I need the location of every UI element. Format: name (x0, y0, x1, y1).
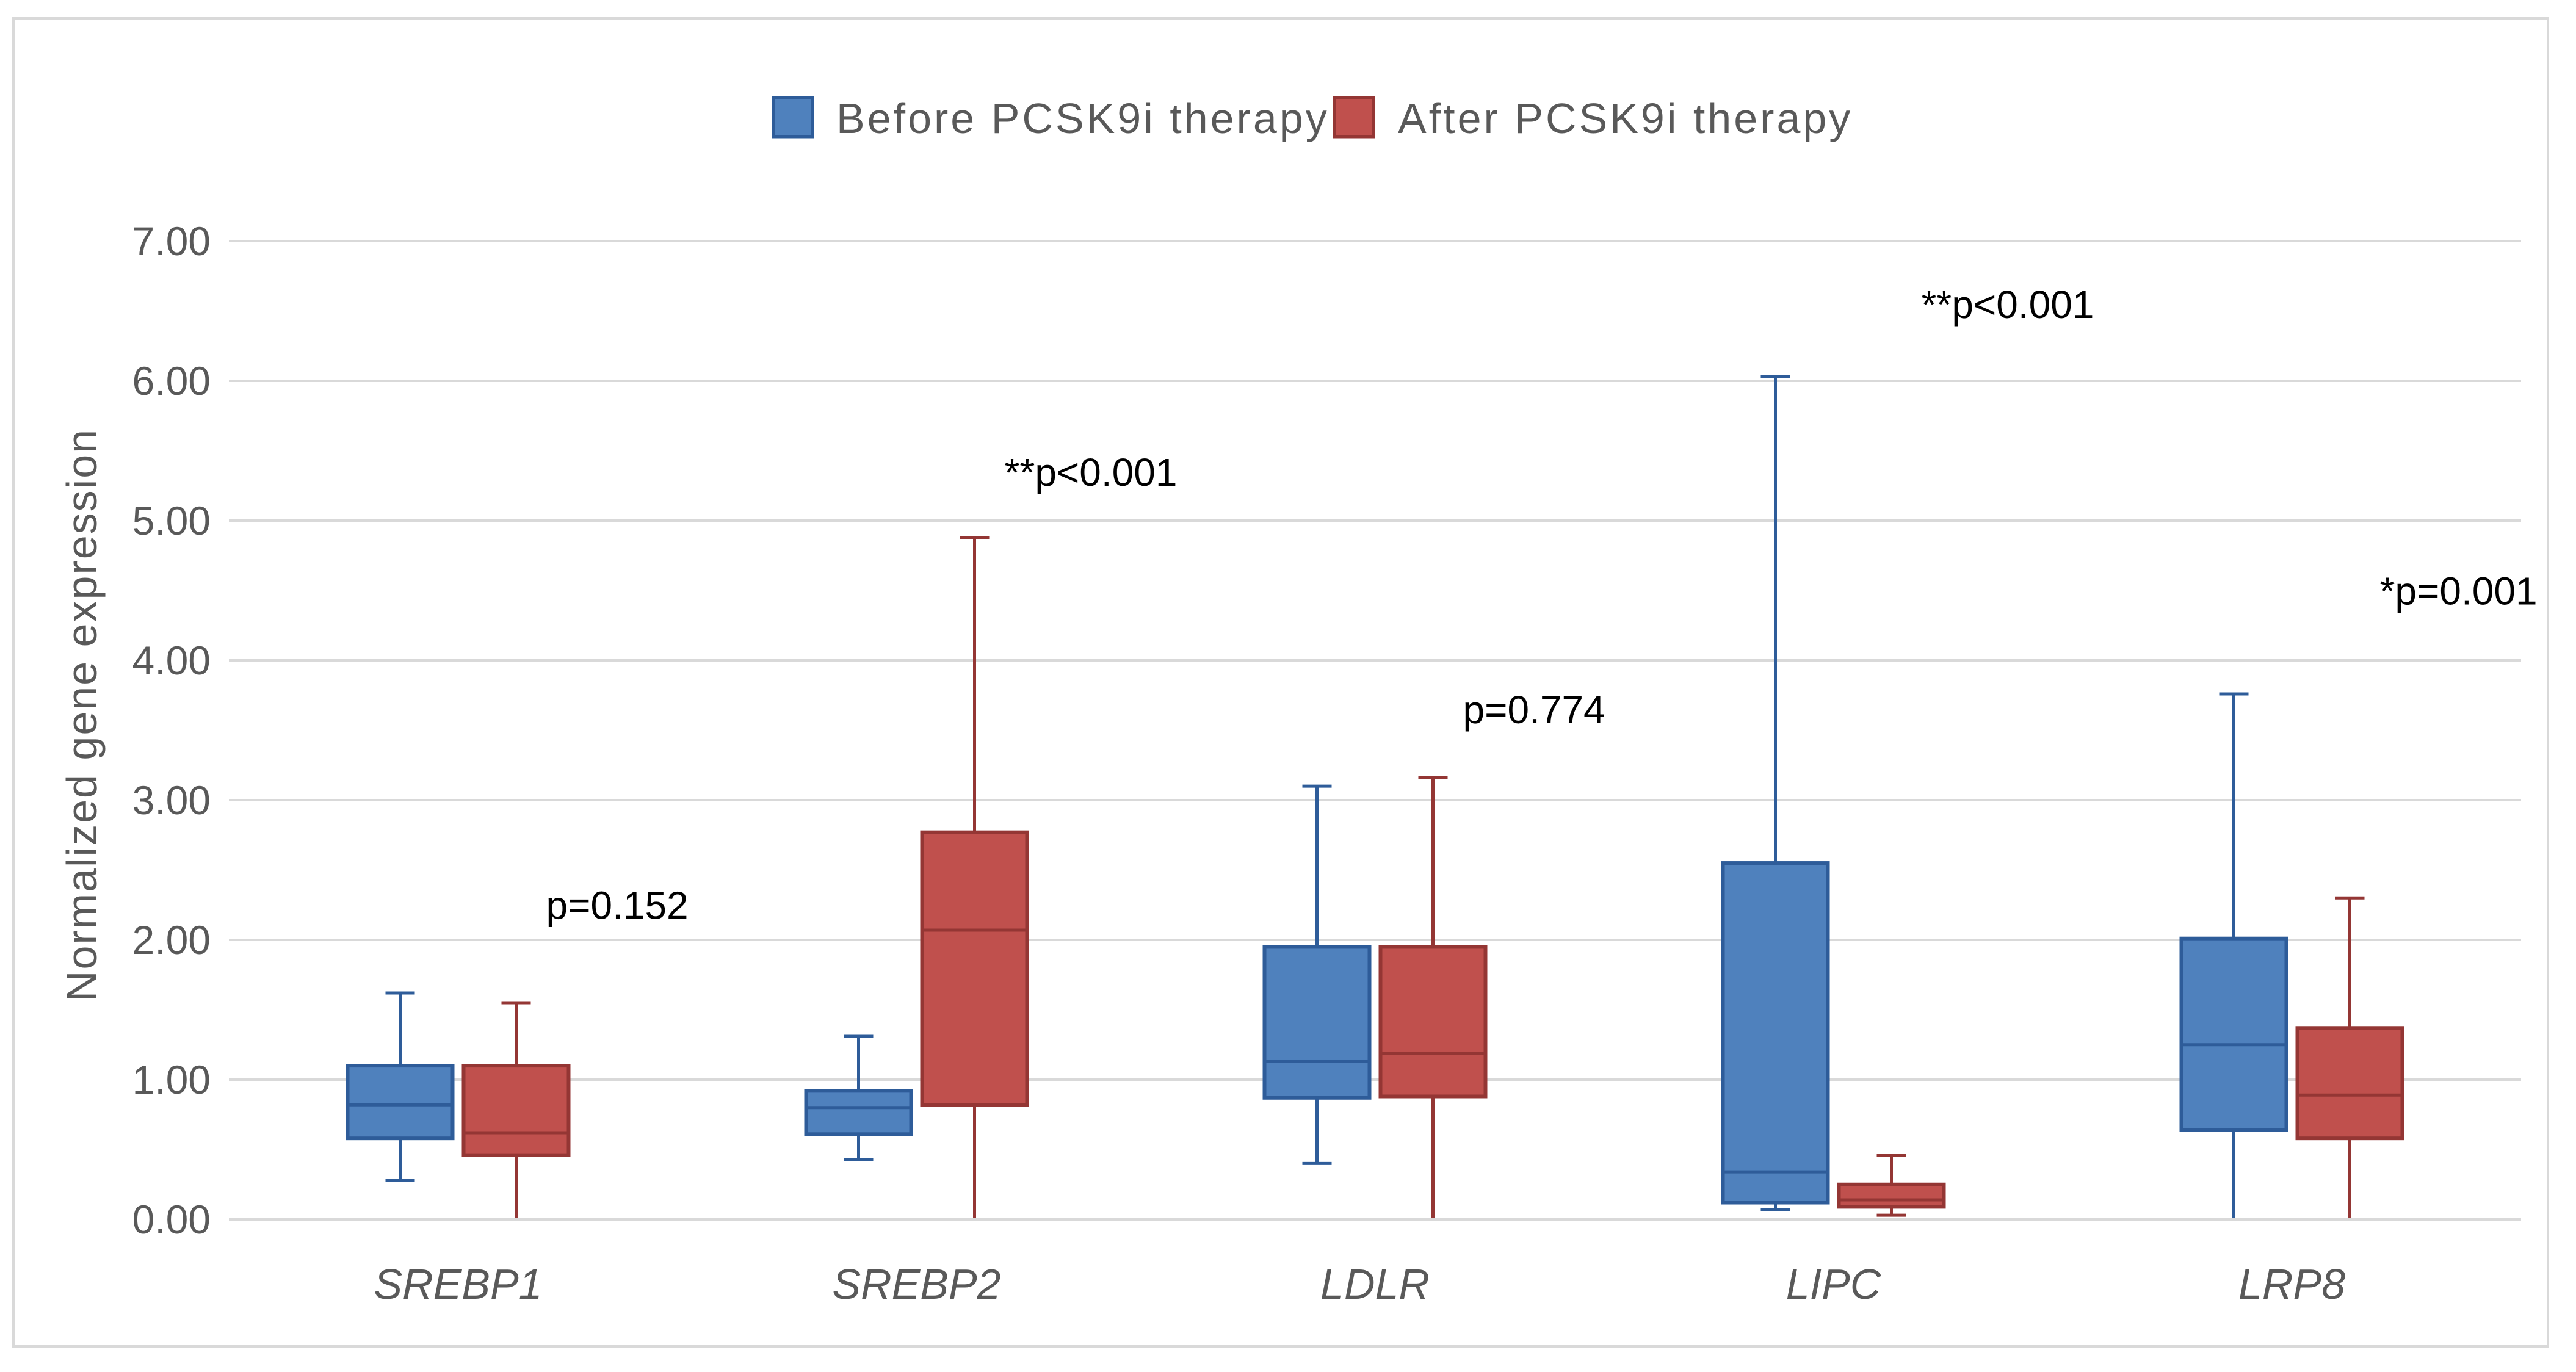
legend-label-before: Before PCSK9i therapy (836, 95, 1330, 142)
box-iqr (1721, 861, 1830, 1205)
box-iqr (461, 1064, 571, 1157)
y-axis-title: Normalized gene expression (58, 428, 106, 1002)
box-before-srebp2 (804, 1034, 913, 1161)
x-category-label: LIPC (1786, 1260, 1881, 1308)
x-category-label: LRP8 (2238, 1260, 2345, 1308)
y-tick-label: 5.00 (132, 498, 211, 543)
legend-label-after: After PCSK9i therapy (1398, 95, 1853, 142)
x-category-label: LDLR (1320, 1260, 1430, 1308)
p-value-annotation: p=0.152 (546, 884, 689, 928)
y-tick-label: 6.00 (132, 358, 211, 403)
box-after-srebp2 (920, 535, 1029, 1219)
box-iqr (346, 1064, 455, 1141)
y-tick-label: 2.00 (132, 917, 211, 962)
box-iqr (2295, 1026, 2404, 1141)
legend-swatch-before (772, 96, 814, 139)
box-iqr (1378, 945, 1488, 1099)
box-iqr (2179, 936, 2288, 1132)
x-category-label: SREBP2 (832, 1260, 1000, 1308)
legend-swatch-after (1333, 96, 1375, 139)
x-category-label: SREBP1 (374, 1260, 542, 1308)
box-iqr (920, 830, 1029, 1107)
y-tick-label: 0.00 (132, 1197, 211, 1242)
box-before-lrp8 (2179, 692, 2288, 1219)
box-iqr (1837, 1182, 1946, 1209)
y-tick-label: 1.00 (132, 1057, 211, 1102)
box-before-ldlr (1262, 784, 1372, 1165)
box-before-srebp1 (346, 991, 455, 1182)
box-before-lipc (1721, 375, 1830, 1211)
box-after-ldlr (1378, 776, 1488, 1219)
p-value-annotation: **p<0.001 (1922, 283, 2094, 327)
y-axis-ticks: 0.00 1.00 2.00 3.00 4.00 5.00 6.00 7.00 (132, 218, 211, 1242)
legend: Before PCSK9i therapy After PCSK9i thera… (772, 95, 1853, 142)
box-iqr (804, 1089, 913, 1136)
y-tick-label: 7.00 (132, 218, 211, 264)
box-iqr (1262, 945, 1372, 1100)
p-value-annotations: p=0.152 **p<0.001 p=0.774 **p<0.001 *p=0.001 (546, 283, 2538, 928)
gridlines (229, 240, 2521, 1081)
y-tick-label: 4.00 (132, 638, 211, 683)
y-tick-label: 3.00 (132, 778, 211, 823)
x-axis-categories: SREBP1 SREBP2 LDLR LIPC LRP8 (374, 1260, 2345, 1308)
p-value-annotation: **p<0.001 (1005, 450, 1178, 494)
box-after-srebp1 (461, 1001, 571, 1219)
box-after-lrp8 (2295, 896, 2404, 1219)
p-value-annotation: *p=0.001 (2380, 569, 2538, 613)
p-value-annotation: p=0.774 (1463, 688, 1605, 732)
box-after-lipc (1837, 1154, 1946, 1217)
box-series (346, 375, 2404, 1219)
